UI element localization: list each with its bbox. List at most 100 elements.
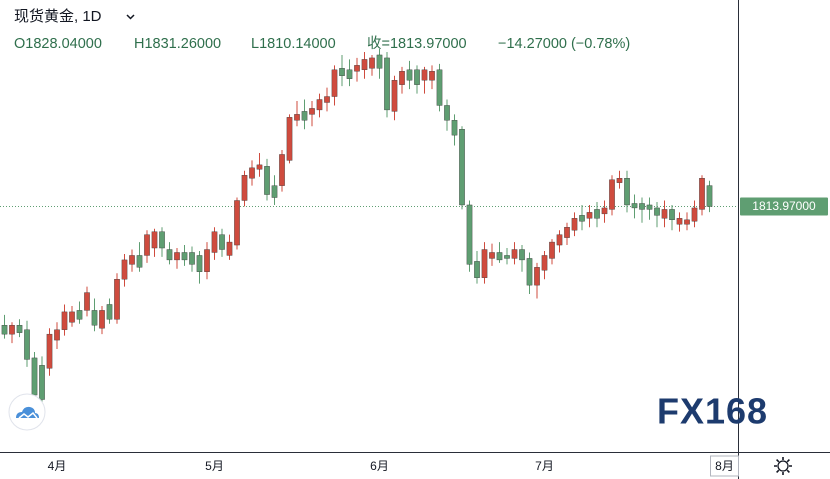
cloud-wave	[18, 411, 38, 419]
candle-body	[519, 249, 525, 261]
candle-body	[144, 234, 150, 256]
gear-ring	[777, 460, 789, 472]
candle-body	[16, 325, 23, 333]
candle-body	[624, 178, 630, 206]
candle-body	[676, 218, 683, 225]
ohlc-close: 收=1813.97000	[367, 35, 467, 52]
candle-body	[414, 69, 420, 85]
plot-area: FX168	[0, 49, 768, 432]
ohlc-low: L1810.14000	[251, 36, 336, 52]
candle-body	[489, 252, 495, 259]
candle-body	[369, 57, 375, 69]
candle-body	[211, 231, 218, 253]
candle-body	[106, 304, 113, 320]
candle-body	[9, 325, 15, 335]
candle-body	[631, 203, 638, 209]
candle-body	[84, 292, 90, 311]
candle-body	[346, 69, 353, 79]
candle-body	[466, 204, 473, 265]
candle-body	[174, 252, 180, 261]
candle-body	[391, 79, 398, 112]
candle-body	[511, 249, 518, 259]
candle-body	[691, 207, 698, 222]
candle-body	[564, 227, 570, 238]
watermark: FX168	[657, 391, 768, 432]
candle-body	[474, 261, 480, 278]
candle-body	[196, 255, 203, 272]
candle-body	[166, 249, 173, 261]
candle-body	[39, 365, 45, 400]
candle-body	[76, 310, 83, 320]
candle-body	[279, 154, 285, 186]
candle-body	[61, 311, 68, 330]
candle-body	[541, 255, 548, 271]
candle-body	[481, 249, 488, 278]
candle-body	[579, 215, 585, 222]
candle-body	[504, 255, 510, 259]
symbol-chevron[interactable]	[126, 14, 135, 20]
candle-body	[1, 325, 8, 335]
candle-body	[271, 185, 278, 198]
gear-teeth	[774, 457, 792, 475]
candle-body	[159, 231, 165, 249]
candle-body	[294, 114, 300, 121]
candle-body	[534, 267, 540, 286]
symbol-title[interactable]: 现货黄金, 1D	[14, 8, 102, 25]
candle-body	[54, 329, 60, 341]
candle-body	[121, 259, 128, 280]
candle-body	[219, 234, 225, 250]
candle-body	[361, 59, 368, 71]
candle-body	[496, 252, 503, 261]
candle-body	[136, 255, 143, 268]
candle-body	[384, 57, 390, 111]
ohlc-high: H1831.26000	[134, 36, 221, 52]
candle-body	[646, 204, 653, 210]
cloud-button[interactable]	[8, 393, 46, 431]
candle-body	[556, 234, 563, 246]
candle-body	[526, 258, 533, 286]
candle-body	[586, 212, 593, 219]
candle-body	[406, 69, 413, 81]
candle-body	[669, 209, 675, 221]
candle-body	[549, 241, 555, 259]
candle-body	[459, 129, 465, 206]
candle-body	[99, 310, 105, 329]
candle-body	[436, 69, 443, 106]
candle-body	[69, 311, 75, 323]
candle-body	[286, 117, 293, 161]
settings-button[interactable]	[774, 457, 792, 475]
x-tick-highlight	[710, 455, 739, 477]
x-tick-label: 7月	[535, 459, 554, 473]
candle-body	[324, 96, 330, 103]
candle-body	[331, 69, 338, 97]
candle-body	[91, 310, 98, 326]
candle-body	[376, 54, 383, 69]
candle-body	[31, 357, 38, 396]
candle-body	[189, 252, 195, 265]
last-price-label: 1813.97000	[752, 199, 816, 213]
candle-body	[256, 164, 263, 170]
candle-body	[444, 105, 450, 121]
candle-body	[316, 99, 323, 111]
candle-body	[451, 120, 458, 136]
candle-body	[684, 219, 690, 225]
candle-body	[699, 178, 705, 210]
x-tick-label: 5月	[205, 459, 224, 473]
candle-body	[309, 108, 315, 115]
candle-body	[354, 65, 360, 72]
candle-body	[249, 167, 255, 179]
candle-body	[609, 179, 615, 210]
candle-body	[399, 71, 405, 85]
candle-body	[264, 166, 270, 195]
candle-body	[226, 241, 233, 256]
candle-body	[571, 218, 578, 231]
candle-body	[46, 333, 53, 369]
candle-body	[24, 329, 30, 360]
candle-body	[421, 69, 428, 81]
candle-body	[301, 111, 308, 121]
candle-body	[204, 249, 210, 272]
x-tick-label: 4月	[48, 459, 67, 473]
last-price-box	[740, 197, 828, 216]
